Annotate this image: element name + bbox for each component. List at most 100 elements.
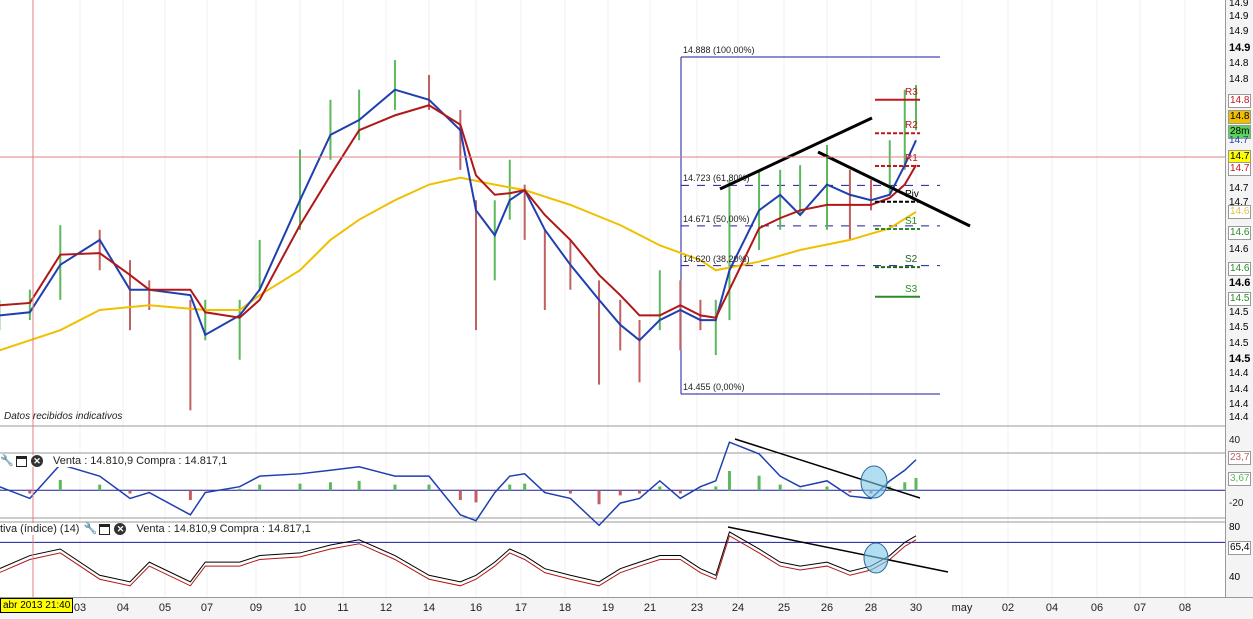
x-tick-label: 30: [909, 602, 923, 614]
price-axis-label: 14.9: [1229, 42, 1251, 54]
indicator2-axis-label: 40: [1229, 572, 1241, 583]
indicator2-title: tiva (índice) (14): [0, 523, 80, 535]
close-icon[interactable]: ✕: [31, 455, 43, 467]
pivot-label-s3: S3: [905, 283, 918, 295]
price-axis-label: 14.6: [1228, 205, 1252, 219]
pivot-label-s2: S2: [905, 254, 918, 266]
x-tick-label: 04: [1045, 602, 1059, 614]
indicator1-axis-label: 3,67: [1228, 472, 1252, 486]
x-tick-label: 10: [293, 602, 307, 614]
fibonacci-level-label: 14.455 (0,00%): [683, 382, 745, 392]
fibonacci-level-label: 14.723 (61,80%): [683, 173, 750, 184]
price-axis-label: 14.7: [1229, 183, 1249, 194]
x-tick-label: 02: [1001, 602, 1015, 614]
x-tick-label: 17: [514, 602, 528, 614]
price-axis-label: 14.9: [1229, 11, 1249, 22]
window-icon[interactable]: [16, 455, 27, 467]
price-axis-label: 14.9: [1229, 0, 1249, 9]
trendline-resistance[interactable]: [817, 150, 971, 228]
highlight-circle: [863, 542, 889, 574]
time-axis[interactable]: 03 04 05 07 09 10 11 12 14 16 17 18 19 21 23 24 25 26 28 30…: [0, 597, 1253, 619]
highlight-circle: [860, 465, 888, 499]
x-tick-label: 26: [820, 602, 834, 614]
x-tick-label: 08: [1178, 602, 1192, 614]
x-tick-label: 07: [200, 602, 214, 614]
indicator1-quote: Venta : 14.810,9 Compra : 14.817,1: [53, 455, 228, 467]
indicator1-trendline[interactable]: [734, 438, 921, 499]
x-tick-label: 16: [469, 602, 483, 614]
moving-average-slow-line: [0, 176, 917, 352]
price-axis-label: 14.4: [1229, 412, 1249, 423]
x-tick-label: 11: [337, 602, 349, 614]
x-tick-label: 05: [158, 602, 172, 614]
x-tick-label: 03: [73, 602, 87, 614]
price-axis-label: 14.5: [1229, 338, 1249, 349]
x-tick-label: 14: [422, 602, 436, 614]
x-tick-label: 25: [777, 602, 791, 614]
pivot-label-s1: S1: [905, 216, 918, 227]
price-axis-label: 14.7: [1229, 135, 1249, 146]
price-axis-label: 14.6: [1228, 226, 1252, 240]
indicator2-axis-label: 80: [1229, 522, 1241, 533]
x-tick-label: 04: [116, 602, 130, 614]
x-tick-label: 19: [601, 602, 615, 614]
x-tick-label: 18: [558, 602, 572, 614]
moving-average-fast-line: [0, 88, 917, 342]
price-axis-label: 14.8: [1228, 94, 1252, 108]
close-icon[interactable]: ✕: [114, 523, 127, 535]
indicator2-line: [0, 531, 917, 583]
x-tick-label: 06: [1090, 602, 1104, 614]
indicator2-header: tiva (índice) (14) 🔧 ✕ Venta : 14.810,9 …: [0, 523, 311, 535]
pivot-label-r1: R1: [905, 152, 918, 164]
x-tick-label: 12: [379, 602, 393, 614]
fibonacci-level-label: 14.620 (38,20%): [683, 253, 750, 264]
x-tick-label: 24: [731, 602, 745, 614]
wrench-icon[interactable]: 🔧: [0, 455, 14, 467]
fibonacci-retracement[interactable]: [680, 56, 940, 395]
x-tick-label: 09: [249, 602, 263, 614]
price-bars: [0, 60, 917, 411]
window-icon[interactable]: [99, 523, 111, 535]
indicator1-header: 🔧 ✕ Venta : 14.810,9 Compra : 14.817,1: [0, 455, 228, 467]
x-tick-label: may: [951, 602, 973, 614]
indicator1-axis-label: 23,7: [1228, 451, 1252, 465]
indicator2-quote: Venta : 14.810,9 Compra : 14.817,1: [136, 523, 311, 535]
price-axis-label: 14.8: [1229, 74, 1249, 85]
x-tick-label: 23: [690, 602, 704, 614]
indicator2-signal-line: [0, 535, 917, 587]
trendline-support[interactable]: [719, 116, 873, 191]
pivot-points: [875, 98, 920, 298]
data-disclaimer: Datos recibidos indicativos: [4, 411, 123, 422]
x-tick-label: 28: [864, 602, 878, 614]
indicator1-axis-label: 40: [1229, 435, 1241, 446]
chart-canvas[interactable]: [0, 0, 1225, 597]
price-axis-label: 14.9: [1229, 26, 1249, 37]
pivot-label-piv: Piv: [905, 188, 919, 200]
price-axis-label: 28m: [1228, 125, 1252, 139]
price-axis-label: 14.4: [1229, 399, 1249, 410]
price-axis-label: 14.6: [1229, 244, 1249, 255]
price-axis-label: 14.4: [1229, 368, 1249, 379]
pivot-label-r3: R3: [905, 86, 918, 98]
price-axis-label: 14.5: [1229, 307, 1249, 318]
price-axis[interactable]: 14.9 14.9 14.9 14.9 14.8 14.8 14.8 14.8 28m 14.7 1…: [1225, 0, 1253, 597]
price-axis-label: 14.6: [1228, 262, 1252, 276]
fibonacci-level-label: 14.671 (50,00%): [683, 213, 750, 224]
price-axis-label: 14.6: [1229, 277, 1251, 289]
wrench-icon[interactable]: 🔧: [83, 523, 98, 535]
price-axis-label: 14.7: [1229, 197, 1249, 208]
x-tick-label: 21: [643, 602, 657, 614]
price-axis-label: 14.5: [1229, 322, 1249, 333]
indicator1-line: [0, 441, 917, 527]
crosshair-date-label: abr 2013 21:40: [0, 598, 74, 613]
price-axis-label: 14.5: [1228, 292, 1252, 306]
price-axis-label: 14.5: [1229, 353, 1251, 365]
price-axis-label: 14.8: [1228, 110, 1252, 124]
indicator1-axis-label: -20: [1229, 498, 1244, 509]
indicator2-trendline[interactable]: [727, 526, 949, 573]
price-axis-label: 14.7: [1228, 162, 1252, 176]
pivot-label-r2: R2: [905, 120, 918, 132]
fibonacci-level-label: 14.888 (100,00%): [683, 45, 755, 55]
price-axis-label: 14.4: [1229, 384, 1249, 395]
moving-average-mid-line: [0, 104, 917, 319]
